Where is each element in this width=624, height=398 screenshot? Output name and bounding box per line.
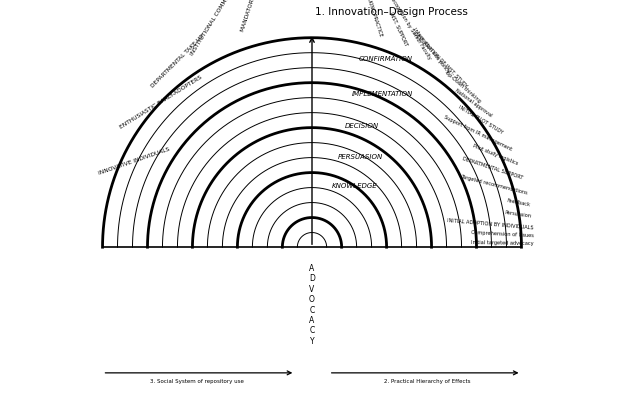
Text: Targeted recommendations: Targeted recommendations — [461, 174, 528, 196]
Text: Top-Down thinking: Top-Down thinking — [442, 69, 481, 103]
Text: 1. Innovation–Design Process: 1. Innovation–Design Process — [315, 7, 468, 17]
Text: MANDATORY USE: MANDATORY USE — [240, 0, 260, 33]
Text: National approval: National approval — [454, 88, 493, 119]
Text: Persuasion: Persuasion — [505, 210, 532, 219]
Text: KNOWLEDGE: KNOWLEDGE — [332, 183, 378, 189]
Text: A
D
V
O
C
A
C
Y: A D V O C A C Y — [309, 264, 315, 346]
Text: DEPARTMENTAL TAKE-UP: DEPARTMENTAL TAKE-UP — [150, 34, 205, 89]
Text: DEPARTMENTAL SUPPORT: DEPARTMENTAL SUPPORT — [462, 156, 524, 181]
Text: PERSUASION: PERSUASION — [338, 154, 383, 160]
Text: COMMON WORKING PRACTICE: COMMON WORKING PRACTICE — [355, 0, 383, 37]
Text: INITIAL PILOT STUDY: INITIAL PILOT STUDY — [457, 104, 504, 135]
Text: Integration into policy: Integration into policy — [412, 27, 451, 74]
Text: DECISION: DECISION — [344, 123, 379, 129]
Text: INST. SUPPORT: INST. SUPPORT — [388, 12, 408, 47]
Text: Support from IR management: Support from IR management — [443, 115, 513, 152]
Text: INSTITUTIONAL COMMITMENT: INSTITUTIONAL COMMITMENT — [190, 0, 241, 57]
Text: 2. Practical Hierarchy of Effects: 2. Practical Hierarchy of Effects — [384, 379, 470, 384]
Text: 3. Social System of repository use: 3. Social System of repository use — [150, 379, 244, 384]
Text: ENTHUSIASTIC EARLY-ADOPTERS: ENTHUSIASTIC EARLY-ADOPTERS — [119, 74, 203, 129]
Text: CONFIRMATION: CONFIRMATION — [359, 56, 413, 62]
Text: IMPLEMENTATION: IMPLEMENTATION — [351, 91, 412, 97]
Text: INITIAL ADOPTION BY INDIVIDUALS: INITIAL ADOPTION BY INDIVIDUALS — [447, 218, 534, 230]
Text: Initial targeted advocacy: Initial targeted advocacy — [471, 240, 534, 246]
Text: Feedback: Feedback — [506, 198, 530, 207]
Text: INNOVATIVE INDIVIDUALS: INNOVATIVE INDIVIDUALS — [97, 146, 170, 176]
Text: Comprehension of Issues: Comprehension of Issues — [471, 230, 534, 238]
Text: Recognition by Senior Faculty: Recognition by Senior Faculty — [388, 0, 432, 60]
Text: Pilot study logistics: Pilot study logistics — [472, 144, 519, 166]
Text: DECLARATION OF INST. STUDY: DECLARATION OF INST. STUDY — [412, 31, 468, 89]
